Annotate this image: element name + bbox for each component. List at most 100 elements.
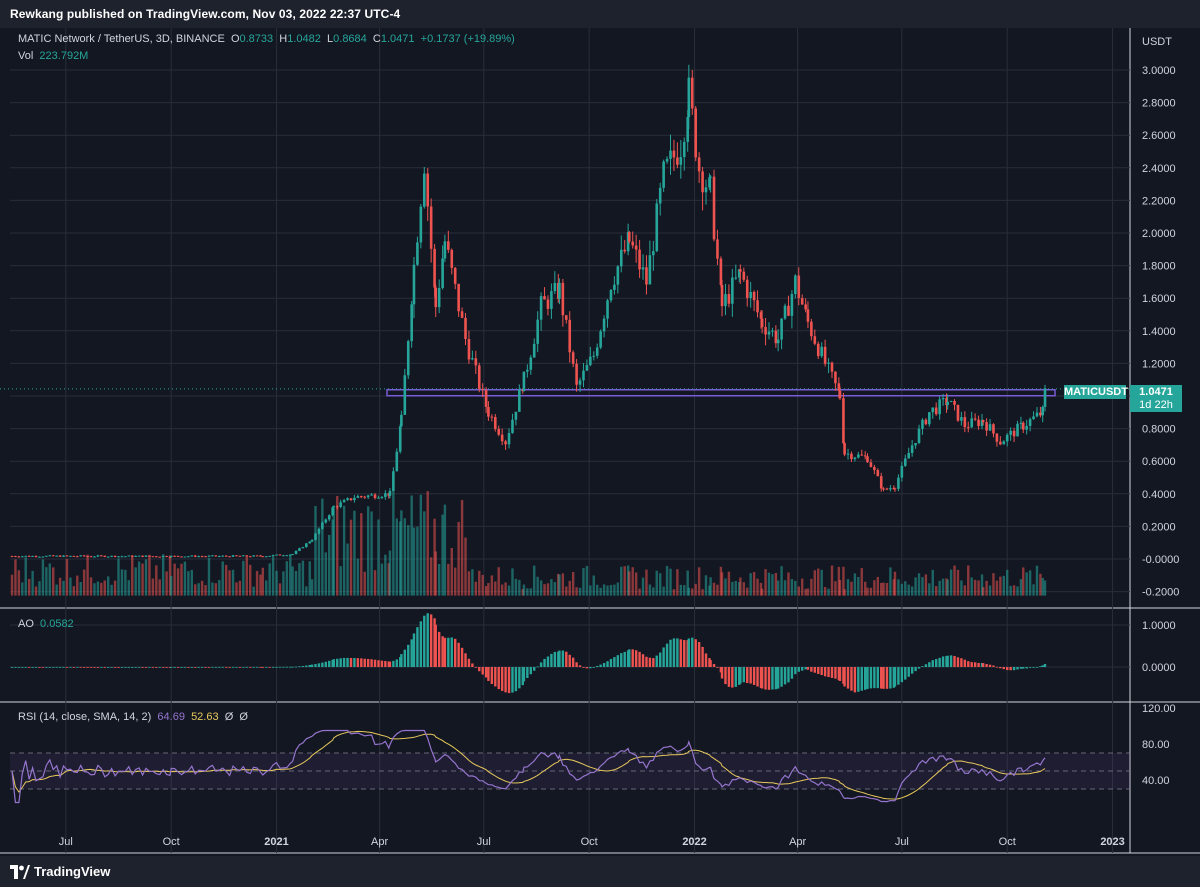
ao-histogram-bar — [526, 667, 529, 678]
ao-histogram-bar — [827, 667, 830, 678]
candle-body — [242, 555, 245, 557]
volume-bar — [314, 506, 317, 596]
candle-body — [1025, 425, 1028, 430]
volume-bar — [599, 587, 602, 596]
ao-histogram-bar — [1012, 667, 1016, 671]
volume-bar — [720, 572, 724, 596]
ao-histogram-bar — [349, 658, 353, 667]
ao-tick-label: 0.0000 — [1142, 662, 1176, 674]
price-tick-label: 2.8000 — [1142, 98, 1176, 110]
volume-bar — [935, 586, 938, 596]
volume-bar — [339, 566, 342, 596]
volume-bar — [481, 574, 484, 596]
ao-histogram-bar — [616, 655, 620, 667]
volume-label[interactable]: Vol — [18, 50, 34, 62]
volume-bar — [271, 556, 275, 596]
volume-bar — [853, 573, 857, 596]
ao-histogram-bar — [190, 667, 194, 668]
candle-body — [117, 556, 120, 558]
ao-histogram-bar — [423, 615, 426, 667]
volume-bar — [834, 581, 837, 596]
ao-histogram-bar — [592, 667, 595, 668]
ao-histogram-bar — [96, 667, 100, 668]
symbol-label[interactable]: MATIC Network / TetherUS, 3D, BINANCE — [18, 33, 225, 45]
candle-body — [928, 412, 931, 425]
ao-histogram-bar — [384, 660, 387, 667]
volume-bar — [155, 565, 158, 596]
time-tick-label: Apr — [371, 836, 388, 848]
ao-histogram-bar — [117, 667, 120, 668]
ao-histogram-bar — [134, 666, 137, 668]
candle-body — [130, 555, 134, 557]
ao-histogram-bar — [265, 666, 268, 668]
countdown-tag: 1d 22h — [1130, 399, 1182, 412]
ao-histogram-bar — [582, 667, 585, 668]
volume-bar — [592, 575, 595, 596]
ao-histogram-bar — [529, 667, 532, 675]
ao-histogram-bar — [275, 666, 278, 668]
ao-histogram-bar — [221, 666, 224, 668]
ao-label[interactable]: AO — [18, 618, 34, 630]
ao-histogram-bar — [261, 666, 265, 668]
candle-body — [398, 426, 402, 452]
volume-bar — [238, 580, 242, 596]
candle-body — [734, 277, 738, 279]
volume-bar — [120, 569, 124, 596]
candle-body — [235, 555, 238, 557]
candle-body — [264, 556, 268, 558]
candle-body — [834, 371, 837, 384]
price-tick-label: 1.8000 — [1142, 261, 1176, 273]
price-tick-label: 1.2000 — [1142, 358, 1176, 370]
volume-bar — [10, 574, 14, 596]
ao-histogram-bar — [960, 658, 963, 667]
ao-histogram-bar — [970, 662, 973, 667]
volume-bar — [173, 563, 176, 596]
candle-body — [907, 452, 911, 459]
volume-bar — [995, 580, 999, 596]
ao-histogram-bar — [242, 666, 245, 668]
ao-histogram-bar — [353, 657, 356, 667]
price-tick-label: 1.6000 — [1142, 293, 1176, 305]
candle-body — [995, 433, 999, 442]
candle-body — [924, 419, 928, 425]
candle-body — [176, 555, 180, 557]
candle-body — [10, 556, 14, 558]
candle-body — [285, 555, 289, 557]
volume-bar — [774, 573, 778, 596]
candle-body — [797, 275, 801, 299]
volume-bar — [214, 583, 218, 596]
candle-body — [21, 556, 24, 558]
volume-bar — [634, 572, 638, 596]
ao-histogram-bar — [589, 667, 592, 669]
ao-histogram-bar — [141, 666, 144, 668]
ao-histogram-bar — [672, 638, 676, 667]
volume-bar — [429, 557, 433, 596]
volume-bar — [526, 588, 529, 596]
symbol-price-tag: MATICUSDT — [1064, 385, 1128, 399]
ao-histogram-bar — [305, 665, 308, 667]
volume-bar — [756, 578, 759, 596]
volume-bar — [616, 582, 620, 596]
candle-body — [100, 555, 103, 557]
candle-body — [373, 494, 377, 499]
rsi-label[interactable]: RSI (14, close, SMA, 14, 2) — [18, 711, 152, 723]
volume-bar — [259, 574, 262, 596]
volume-bar — [1006, 569, 1009, 596]
ao-histogram-bar — [648, 657, 652, 667]
candle-body — [193, 555, 197, 557]
volume-bar — [127, 580, 131, 596]
candle-body — [27, 555, 31, 557]
candle-body — [38, 556, 41, 558]
volume-bar — [665, 565, 669, 596]
candle-body — [332, 506, 336, 508]
chart-area[interactable]: 3.0000 2.8000 2.6000 2.4000 2.2000 2.0000 1.80… — [0, 28, 1200, 856]
volume-bar — [880, 582, 883, 596]
candle-body — [980, 420, 984, 427]
candle-body — [154, 556, 158, 558]
volume-bar — [434, 551, 437, 596]
volume-bar — [317, 527, 321, 596]
candle-body — [941, 398, 945, 400]
ao-histogram-bar — [148, 666, 151, 668]
ao-histogram-bar — [224, 666, 228, 668]
candle-body — [412, 264, 416, 305]
